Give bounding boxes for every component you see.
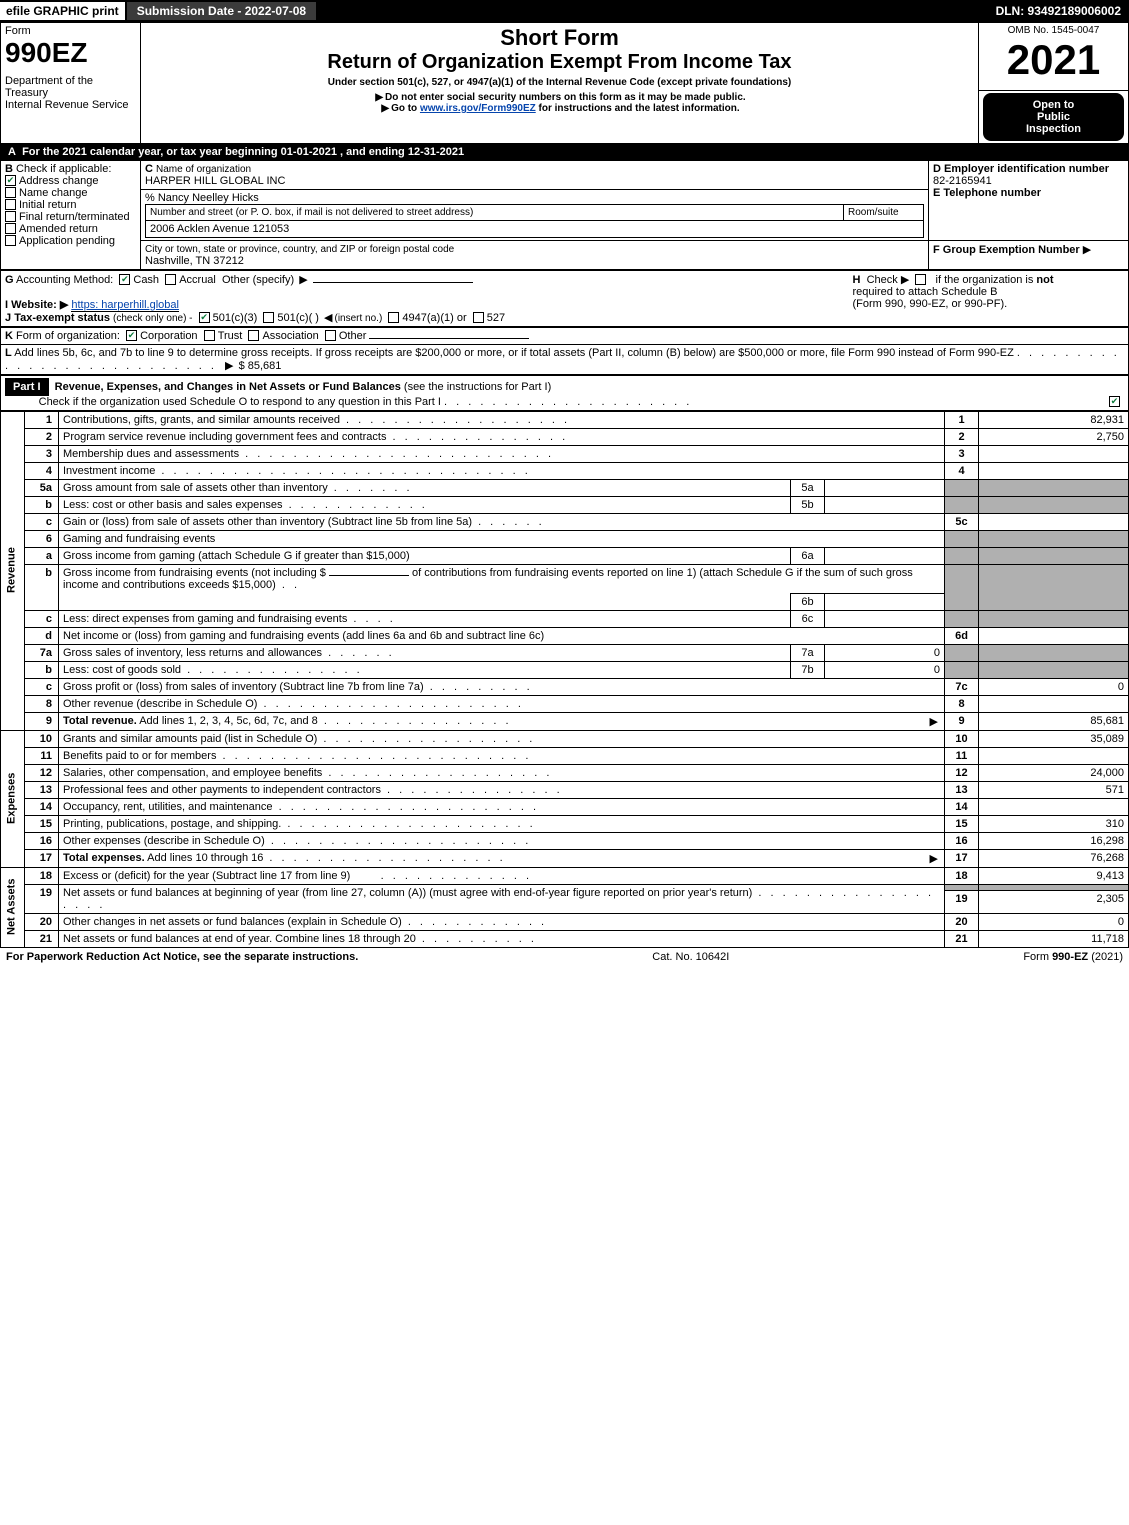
website-link[interactable]: https: harperhill.global [71,299,179,312]
omb-number: OMB No. 1545-0047 [983,25,1124,36]
form-header: Form 990EZ Department of the Treasury In… [0,22,1129,144]
sections-g-h: G Accounting Method: Cash Accrual Other … [0,270,1129,327]
section-d-label: Employer identification number [944,163,1109,175]
street-address: 2006 Acklen Avenue 121053 [146,220,924,237]
subtitle: Under section 501(c), 527, or 4947(a)(1)… [145,77,974,88]
form-number: 990EZ [5,37,136,69]
page-footer: For Paperwork Reduction Act Notice, see … [0,948,1129,966]
chk-amended-return[interactable] [5,223,16,234]
chk-application-pending[interactable] [5,235,16,246]
line-18-value: 9,413 [979,867,1129,884]
efile-print-label[interactable]: efile GRAPHIC print [0,2,125,20]
chk-527[interactable] [473,312,484,323]
section-k: K Form of organization: Corporation Trus… [0,327,1129,375]
section-b-label: Check if applicable: [16,163,111,175]
chk-501c3[interactable] [199,312,210,323]
chk-other-org[interactable] [325,330,336,341]
form-ref: Form 990-EZ (2021) [1023,951,1123,963]
chk-trust[interactable] [204,330,215,341]
line-17-total-expenses: 76,268 [979,849,1129,867]
line-7a-value: 0 [824,644,944,661]
line-1-desc: Contributions, gifts, grants, and simila… [59,411,945,428]
line-9-total-revenue: 85,681 [979,712,1129,730]
chk-cash[interactable] [119,274,130,285]
expenses-sidebar: Expenses [1,730,25,867]
org-name: HARPER HILL GLOBAL INC [145,175,285,187]
ein-value: 82-2165941 [933,175,992,187]
form-word: Form [5,25,136,37]
chk-4947[interactable] [388,312,399,323]
chk-initial-return[interactable] [5,199,16,210]
part-1-lines: Revenue 1 Contributions, gifts, grants, … [0,411,1129,948]
city-label: City or town, state or province, country… [145,244,454,255]
return-title: Return of Organization Exempt From Incom… [145,51,974,74]
chk-corporation[interactable] [126,330,137,341]
section-f-label: Group Exemption Number [943,244,1080,256]
gross-receipts-value: $ 85,681 [239,360,282,372]
tax-exempt-label: Tax-exempt status [14,312,110,324]
care-of: % Nancy Neelley Hicks [145,192,259,204]
chk-name-change[interactable] [5,187,16,198]
line-20-value: 0 [979,913,1129,930]
short-form-title: Short Form [145,25,974,51]
website-label: Website: ▶ [11,299,68,311]
catalog-number: Cat. No. 10642I [652,951,729,963]
arrow-icon: ▶ [1083,244,1091,256]
net-assets-sidebar: Net Assets [1,867,25,947]
chk-association[interactable] [248,330,259,341]
irs-label: Internal Revenue Service [5,99,136,111]
submission-date: Submission Date - 2022-07-08 [125,2,316,20]
section-a: A For the 2021 calendar year, or tax yea… [0,144,1129,160]
goto-instructions: Go to www.irs.gov/Form990EZ for instruct… [145,103,974,114]
line-21-value: 11,718 [979,930,1129,947]
line-12-value: 24,000 [979,764,1129,781]
line-19-value: 2,305 [979,891,1129,913]
part-1-label: Part I [5,378,49,396]
chk-accrual[interactable] [165,274,176,285]
section-l-text: Add lines 5b, 6c, and 7b to line 9 to de… [14,347,1014,359]
city-state-zip: Nashville, TN 37212 [145,255,244,267]
irs-link[interactable]: www.irs.gov/Form990EZ [420,103,536,114]
tax-year: 2021 [983,36,1124,84]
section-e-label: Telephone number [943,187,1041,199]
line-7b-value: 0 [824,661,944,678]
paperwork-notice: For Paperwork Reduction Act Notice, see … [6,951,358,963]
line-1-value: 82,931 [979,411,1129,428]
topbar: efile GRAPHIC print Submission Date - 20… [0,0,1129,22]
accounting-method-label: Accounting Method: [16,274,113,286]
line-10-value: 35,089 [979,730,1129,747]
chk-final-return[interactable] [5,211,16,222]
addr-label: Number and street (or P. O. box, if mail… [146,204,844,220]
other-method-input[interactable] [313,282,473,283]
chk-schedule-b[interactable] [915,274,926,285]
line-13-value: 571 [979,781,1129,798]
part-1-header: Part I Revenue, Expenses, and Changes in… [0,375,1129,411]
line-7c-value: 0 [979,678,1129,695]
revenue-sidebar: Revenue [1,411,25,730]
dln-number: DLN: 93492189006002 [988,2,1129,20]
org-info-table: B Check if applicable: Address change Na… [0,160,1129,270]
room-label: Room/suite [844,204,924,220]
section-c-label: Name of organization [156,164,251,175]
chk-schedule-o[interactable] [1109,396,1120,407]
line-15-value: 310 [979,815,1129,832]
open-to-public-box: Open to Public Inspection [983,93,1124,141]
dept-treasury: Department of the Treasury [5,75,136,99]
warning-ssn: Do not enter social security numbers on … [145,92,974,103]
line-2-value: 2,750 [979,428,1129,445]
form-of-org-label: Form of organization: [16,330,120,342]
line-16-value: 16,298 [979,832,1129,849]
chk-address-change[interactable] [5,175,16,186]
chk-501c[interactable] [263,312,274,323]
